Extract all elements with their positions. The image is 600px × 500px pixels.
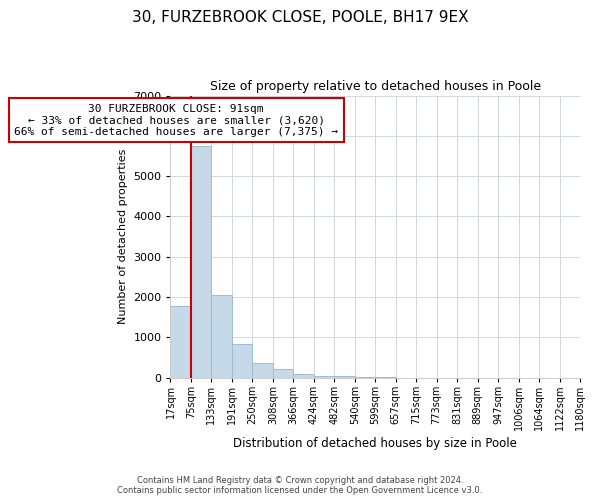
Bar: [232, 344, 253, 378]
Y-axis label: Number of detached properties: Number of detached properties: [118, 149, 128, 324]
Bar: [253, 362, 273, 378]
Bar: [170, 306, 191, 378]
Text: Contains HM Land Registry data © Crown copyright and database right 2024.
Contai: Contains HM Land Registry data © Crown c…: [118, 476, 482, 495]
Bar: [191, 146, 211, 378]
Title: Size of property relative to detached houses in Poole: Size of property relative to detached ho…: [209, 80, 541, 93]
Bar: [334, 376, 355, 378]
Bar: [273, 368, 293, 378]
Bar: [314, 376, 334, 378]
Bar: [211, 295, 232, 378]
X-axis label: Distribution of detached houses by size in Poole: Distribution of detached houses by size …: [233, 437, 517, 450]
Text: 30 FURZEBROOK CLOSE: 91sqm
← 33% of detached houses are smaller (3,620)
66% of s: 30 FURZEBROOK CLOSE: 91sqm ← 33% of deta…: [14, 104, 338, 137]
Text: 30, FURZEBROOK CLOSE, POOLE, BH17 9EX: 30, FURZEBROOK CLOSE, POOLE, BH17 9EX: [131, 10, 469, 25]
Bar: [293, 374, 314, 378]
